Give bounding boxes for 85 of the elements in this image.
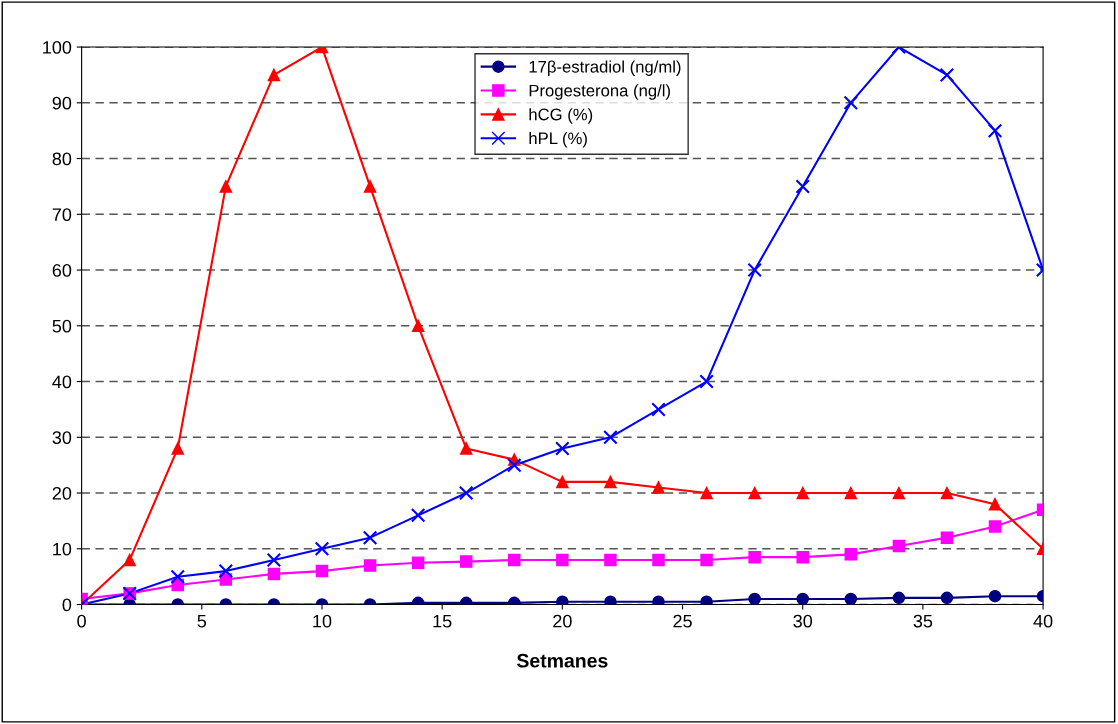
point — [314, 541, 330, 557]
point — [699, 374, 714, 389]
point — [411, 319, 425, 333]
x-tick-label: 40 — [1033, 614, 1053, 628]
point — [892, 539, 906, 553]
point — [892, 591, 906, 605]
legend-label: hPL (%) — [529, 132, 587, 148]
point — [171, 442, 185, 455]
point — [795, 179, 811, 194]
point — [796, 486, 809, 500]
point — [987, 123, 1003, 138]
point — [988, 520, 1002, 533]
point — [892, 486, 906, 500]
point — [940, 591, 954, 605]
legend-label: 17β-estradiol (ng/ml) — [529, 60, 681, 76]
x-axis-title: Setmanes — [516, 653, 608, 668]
point — [266, 552, 282, 568]
point — [747, 262, 762, 278]
point — [604, 553, 617, 567]
point — [844, 486, 858, 500]
point — [218, 563, 234, 579]
point — [555, 441, 570, 456]
x-tick-label: 0 — [77, 614, 86, 628]
point — [363, 559, 377, 572]
point — [603, 430, 618, 445]
point — [700, 553, 713, 567]
y-tick-label: 60 — [52, 263, 72, 277]
point — [459, 442, 473, 455]
point — [363, 180, 377, 193]
point — [459, 555, 473, 568]
point — [844, 592, 858, 605]
x-tick-label: 30 — [793, 614, 813, 628]
point — [652, 553, 665, 567]
y-tick-label: 90 — [52, 96, 72, 110]
point — [506, 457, 522, 473]
x-tick-label: 5 — [197, 614, 207, 628]
point — [988, 589, 1002, 603]
point — [651, 402, 666, 417]
point — [939, 67, 955, 83]
point — [940, 486, 954, 500]
point — [267, 567, 281, 581]
point — [940, 531, 954, 544]
point — [652, 595, 665, 605]
x-tick-label: 10 — [313, 614, 332, 628]
point — [843, 95, 859, 111]
y-tick-label: 0 — [62, 598, 72, 612]
y-tick-label: 50 — [52, 319, 72, 333]
x-tick-label: 25 — [673, 614, 692, 628]
point — [458, 485, 474, 501]
point — [362, 530, 378, 545]
y-tick-label: 80 — [52, 152, 72, 166]
point — [700, 595, 713, 605]
point — [844, 548, 858, 561]
point — [748, 550, 761, 564]
point — [748, 486, 761, 500]
point — [748, 592, 761, 605]
point — [988, 497, 1002, 511]
point — [123, 553, 136, 567]
point — [556, 553, 569, 567]
legend-label: hCG (%) — [529, 108, 593, 124]
point — [604, 475, 617, 489]
point — [700, 486, 713, 500]
y-tick-label: 30 — [52, 431, 72, 445]
point — [219, 180, 233, 193]
legend-label: Progesterona (ng/l) — [529, 84, 670, 100]
y-tick-label: 20 — [52, 486, 72, 500]
point — [796, 550, 809, 564]
x-tick-label: 35 — [913, 614, 933, 628]
point — [267, 68, 281, 82]
y-tick-label: 100 — [43, 40, 72, 54]
point — [410, 508, 426, 523]
y-tick-label: 70 — [52, 208, 72, 222]
point — [170, 569, 186, 584]
y-tick-label: 10 — [53, 542, 72, 556]
point — [508, 553, 521, 567]
point — [315, 564, 329, 578]
x-tick-label: 15 — [433, 614, 452, 628]
point — [652, 481, 665, 494]
x-tick-label: 20 — [553, 614, 572, 628]
point — [796, 592, 809, 605]
point — [556, 475, 569, 489]
point — [411, 556, 425, 569]
point — [604, 595, 617, 605]
y-tick-label: 40 — [52, 375, 72, 389]
point — [556, 595, 569, 605]
